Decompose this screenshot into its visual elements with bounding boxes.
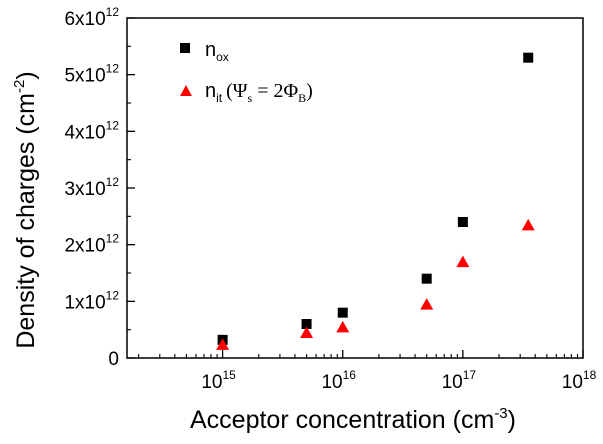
y-axis-unit-exp: -2	[11, 80, 28, 93]
data-point-n-it	[216, 338, 230, 350]
y-tick-label: 1x1012	[64, 288, 119, 313]
legend-label-n-ox: nox	[205, 39, 229, 64]
y-axis-unit-base: (cm	[12, 93, 40, 135]
y-tick-label: 6x1012	[64, 5, 119, 30]
legend-marker-n-it	[180, 85, 192, 96]
x-tick-label: 1015	[201, 368, 236, 393]
x-axis-unit-close: )	[508, 406, 516, 434]
y-axis-title: Density of charges (cm-2)	[11, 71, 40, 348]
x-axis-label: Acceptor concentration	[190, 406, 446, 434]
y-tick-label: 5x1012	[64, 62, 119, 87]
legend-label-n-it: nit (Ψs = 2ΦB)	[205, 80, 313, 105]
x-axis-unit-base: (cm	[453, 406, 495, 434]
data-point-n-it	[456, 255, 470, 268]
y-tick-label: 2x1012	[64, 232, 119, 257]
data-point-n-it	[420, 298, 434, 310]
x-axis-unit-exp: -3	[494, 405, 507, 422]
data-point-n-ox	[523, 52, 534, 63]
y-tick-label: 3x1012	[64, 175, 119, 200]
data-point-n-it	[300, 326, 314, 338]
x-tick-label: 1016	[321, 368, 356, 393]
legend: nox nit (Ψs = 2ΦB)	[180, 39, 313, 105]
data-point-n-ox	[337, 307, 348, 318]
plot-frame	[126, 17, 584, 359]
x-axis-title: Acceptor concentration (cm-3)	[190, 405, 516, 434]
data-point-n-it	[521, 218, 535, 231]
y-axis-label: Density of charges	[12, 142, 40, 349]
y-tick-label: 0	[108, 349, 119, 370]
data-point-n-it	[336, 320, 350, 333]
y-axis-unit-close: )	[12, 71, 40, 79]
data-point-n-ox	[421, 273, 432, 284]
data-point-n-ox	[301, 319, 312, 329]
y-tick-label: 4x1012	[64, 118, 119, 143]
x-tick-label: 1018	[562, 368, 597, 393]
x-tick-label: 1017	[442, 368, 477, 393]
data-point-n-ox	[457, 217, 468, 227]
legend-marker-n-ox	[180, 43, 190, 53]
